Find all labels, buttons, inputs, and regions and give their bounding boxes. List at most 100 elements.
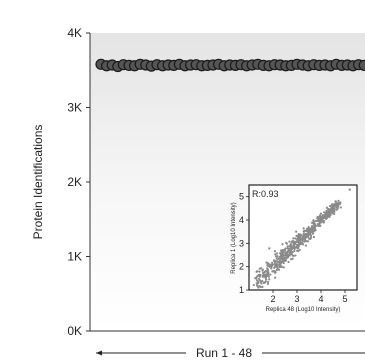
inset-point [329,204,332,208]
inset-points [252,188,351,289]
inset-point [324,213,327,216]
inset-point [305,229,308,232]
inset-point [280,261,283,264]
inset-point [281,243,284,246]
inset-point [268,278,271,281]
inset-point [292,237,295,240]
inset-point [262,281,266,284]
inset-point [268,264,271,267]
inset-point [322,211,326,214]
inset-point [289,250,292,253]
inset-point [296,249,299,252]
inset-point [265,270,268,273]
inset-point [302,227,305,230]
inset-point [281,256,284,259]
inset-point [335,208,338,211]
inset-point [271,270,274,273]
inset-point [282,266,285,269]
inset-point [261,275,264,278]
inset-point [305,232,308,236]
inset-y-tick-label: 5 [239,192,244,202]
inset-point [258,285,261,288]
inset-point [279,252,283,256]
inset-point [289,246,292,250]
inset-point [301,237,304,240]
inset-point [278,265,281,269]
inset-point [266,282,270,286]
inset-point [339,206,342,209]
inset-point [276,265,279,268]
inset-point [264,276,267,279]
inset-point [294,237,297,240]
inset-point [306,240,310,243]
inset-point [301,241,304,245]
inset-point [296,246,299,250]
inset-point [287,249,290,252]
inset-point [317,218,320,221]
inset-point [307,229,310,232]
inset-point [261,285,264,288]
inset-point [307,225,310,229]
inset-point [303,229,306,232]
inset-point [298,248,301,252]
inset-y-tick-label: 3 [239,238,244,248]
inset-point [301,235,305,238]
y-tick-label: 2K [67,175,82,189]
inset-point [272,259,276,262]
inset-point [261,268,264,271]
inset-point [339,201,342,204]
inset-point [287,256,290,259]
inset-point [292,243,295,246]
inset-point [311,225,314,228]
inset-point [259,281,262,284]
inset-point [282,251,285,254]
inset-point [313,223,317,227]
inset-point [285,252,288,255]
inset-point [327,213,330,217]
inset-point [258,273,261,276]
inset-point [330,203,334,206]
inset-point [278,263,282,267]
inset-point [296,240,299,243]
x-arrow-left-head [96,350,102,356]
inset-point [266,280,270,283]
inset-point [290,245,293,248]
inset-point [332,204,336,207]
inset-point [316,216,319,219]
inset-point [335,203,338,206]
inset-point [258,275,261,278]
inset-point [319,214,322,217]
y-tick-label: 1K [67,250,82,264]
x-axis-label: Run 1 - 48 [196,346,252,360]
inset-point [265,261,268,264]
inset-point [319,212,323,215]
inset-correlation: R:0.93 [252,189,279,199]
inset-point [273,265,277,268]
inset-point [273,276,277,279]
inset-point [261,280,264,283]
inset-point [258,270,261,273]
inset-point [300,233,303,237]
inset-y-tick-label: 2 [239,262,244,272]
y-tick-label: 3K [67,101,82,115]
inset-point [328,215,331,219]
inset-y-tick-label: 4 [239,215,244,225]
inset-point [322,219,326,223]
inset-point [268,247,271,250]
inset-point [267,275,270,278]
y-tick-label: 4K [67,26,82,40]
inset-point [264,278,268,281]
inset-point [284,254,287,257]
inset-point [282,262,285,265]
inset-point [255,275,259,278]
inset-point [275,255,278,258]
inset-point [325,210,328,213]
inset-x-tick-label: 2 [270,294,275,304]
inset-point [275,262,278,266]
inset-point [277,257,280,260]
inset-point [291,240,294,243]
inset-point [289,258,293,261]
inset-point [264,280,267,283]
inset-point [296,238,299,242]
inset-point [256,284,259,287]
